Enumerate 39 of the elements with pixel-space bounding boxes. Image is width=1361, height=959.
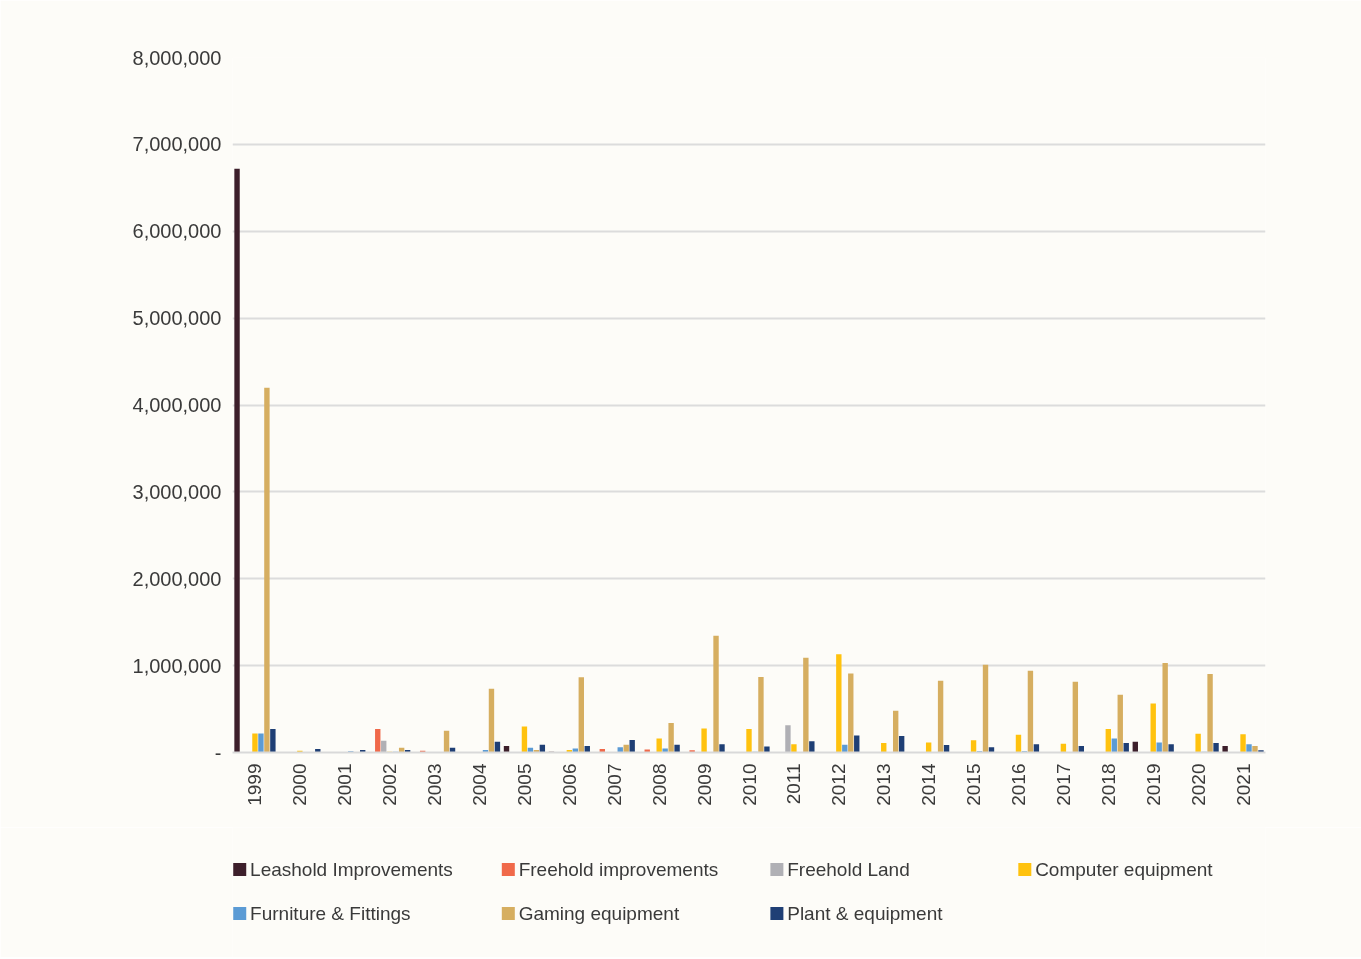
- x-tick-label: 2008: [648, 763, 670, 806]
- y-tick-label: 4,000,000: [132, 394, 222, 416]
- x-tick-label: 2000: [289, 763, 311, 806]
- legend-label: Plant & equipment: [787, 903, 944, 924]
- x-tick-label: 2006: [558, 763, 580, 806]
- x-tick-label: 2003: [424, 763, 446, 806]
- y-tick-label: 7,000,000: [132, 133, 222, 156]
- x-tick-label: 2019: [1142, 763, 1164, 806]
- x-tick-label: 2007: [603, 763, 625, 806]
- y-tick-label: -: [214, 741, 222, 764]
- x-tick-label: 2021: [1232, 763, 1254, 806]
- legend-label: Gaming equipment: [518, 903, 680, 924]
- x-tick-label: 1999: [244, 763, 266, 806]
- x-tick-label: 2011: [783, 763, 805, 805]
- y-tick-label: 8,000,000: [132, 46, 222, 69]
- x-tick-label: 2015: [963, 763, 985, 806]
- x-tick-label: 2001: [334, 763, 356, 806]
- legend-label: Furniture & Fittings: [250, 903, 411, 924]
- y-tick-label: 2,000,000: [132, 567, 222, 590]
- legend-label: Freehold improvements: [518, 859, 719, 880]
- legend-label: Leashold Improvements: [250, 859, 453, 880]
- x-tick-label: 2002: [379, 763, 401, 806]
- legend-label: Freehold Land: [787, 859, 910, 880]
- x-tick-label: 2016: [1007, 763, 1029, 806]
- x-tick-label: 2013: [873, 763, 895, 806]
- x-tick-label: 2012: [828, 763, 850, 806]
- x-tick-label: 2010: [738, 763, 760, 806]
- y-tick-label: 1,000,000: [132, 654, 222, 677]
- x-tick-label: 2018: [1097, 763, 1119, 806]
- y-tick-label: 6,000,000: [132, 220, 222, 243]
- x-tick-label: 2005: [513, 763, 535, 806]
- y-tick-label: 3,000,000: [132, 480, 222, 503]
- x-tick-label: 2020: [1187, 763, 1209, 806]
- x-tick-label: 2004: [469, 763, 491, 806]
- x-tick-label: 2017: [1052, 763, 1074, 806]
- y-tick-label: 5,000,000: [132, 307, 222, 330]
- x-tick-label: 2014: [918, 763, 940, 806]
- legend-label: Computer equipment: [1035, 859, 1214, 880]
- x-tick-label: 2009: [693, 763, 715, 806]
